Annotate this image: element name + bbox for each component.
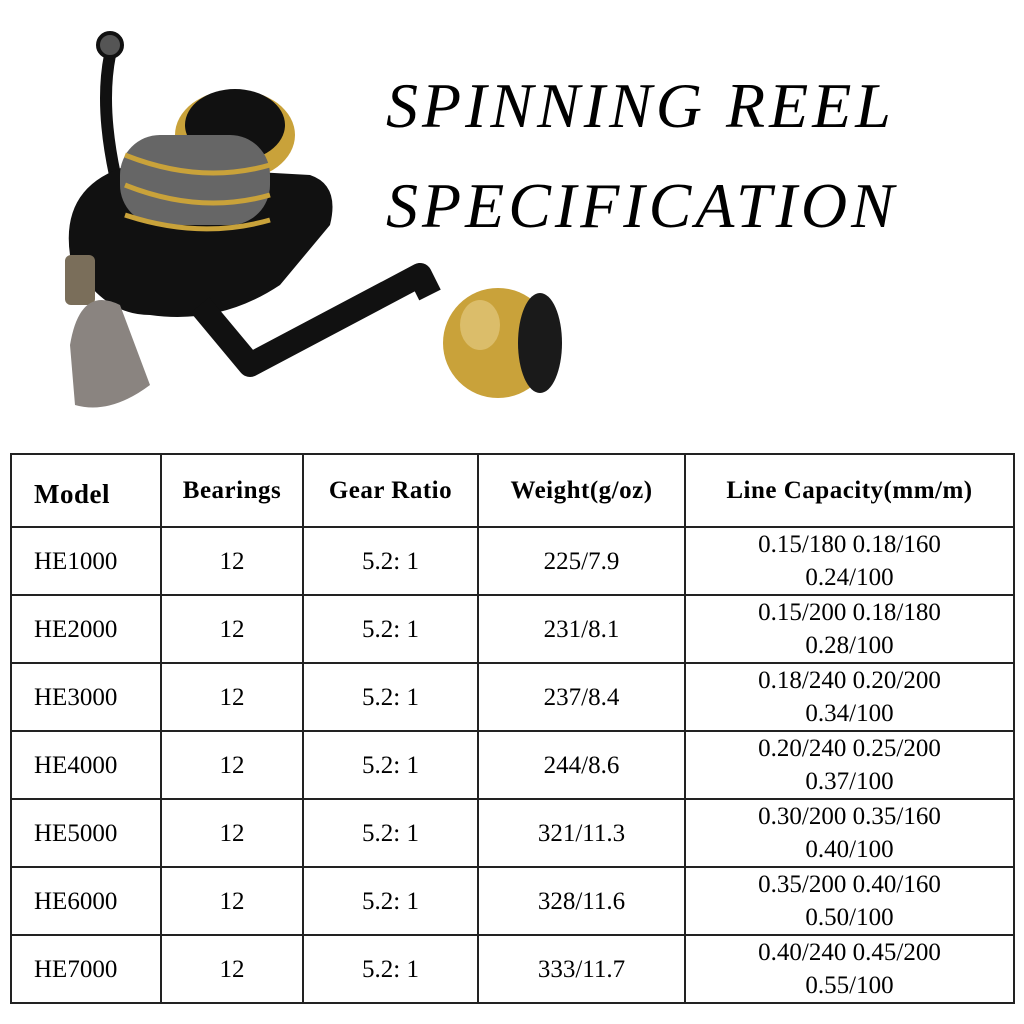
table-header-row: Model Bearings Gear Ratio Weight(g/oz) L… [10,453,1015,528]
cell-model: HE2000 [10,594,162,664]
header-line-capacity: Line Capacity(mm/m) [684,453,1015,528]
cell-bearings: 12 [160,662,304,732]
title-line-1: SPINNING REEL [386,70,895,141]
cell-line-capacity: 0.18/240 0.20/200 0.34/100 [684,662,1015,732]
cell-line-capacity: 0.40/240 0.45/200 0.55/100 [684,934,1015,1004]
cell-gear-ratio: 5.2: 1 [302,526,479,596]
cell-line-capacity: 0.20/240 0.25/200 0.37/100 [684,730,1015,800]
cell-weight: 328/11.6 [477,866,686,936]
line-capacity-value: 0.15/200 0.18/180 [758,599,941,626]
table-row: HE4000 12 5.2: 1 244/8.6 0.20/240 0.25/200 0.… [10,730,1015,800]
cell-gear-ratio: 5.2: 1 [302,798,479,868]
header-bearings: Bearings [160,453,304,528]
table-row: HE6000 12 5.2: 1 328/11.6 0.35/200 0.40/160 0… [10,866,1015,936]
cell-model: HE6000 [10,866,162,936]
header-model: Model [10,453,162,528]
cell-model: HE7000 [10,934,162,1004]
table-row: HE3000 12 5.2: 1 237/8.4 0.18/240 0.20/200 0.… [10,662,1015,732]
cell-gear-ratio: 5.2: 1 [302,934,479,1004]
cell-model: HE3000 [10,662,162,732]
line-capacity-value: 0.40/100 [805,836,894,863]
line-capacity-value: 0.28/100 [805,632,894,659]
table-row: HE2000 12 5.2: 1 231/8.1 0.15/200 0.18/180 0.… [10,594,1015,664]
cell-gear-ratio: 5.2: 1 [302,866,479,936]
spinning-reel-photo [65,31,562,408]
table-row: HE7000 12 5.2: 1 333/11.7 0.40/240 0.45/200 0… [10,934,1015,1004]
line-capacity-value: 0.18/240 0.20/200 [758,667,941,694]
line-capacity-value: 0.30/200 0.35/160 [758,803,941,830]
cell-gear-ratio: 5.2: 1 [302,730,479,800]
header-weight: Weight(g/oz) [477,453,686,528]
cell-bearings: 12 [160,526,304,596]
cell-bearings: 12 [160,934,304,1004]
cell-weight: 225/7.9 [477,526,686,596]
line-capacity-value: 0.55/100 [805,972,894,999]
line-capacity-value: 0.50/100 [805,904,894,931]
line-capacity-value: 0.40/240 0.45/200 [758,939,941,966]
header-gear-ratio: Gear Ratio [302,453,479,528]
cell-weight: 333/11.7 [477,934,686,1004]
line-capacity-value: 0.24/100 [805,564,894,591]
cell-line-capacity: 0.35/200 0.40/160 0.50/100 [684,866,1015,936]
cell-weight: 231/8.1 [477,594,686,664]
line-capacity-value: 0.37/100 [805,768,894,795]
cell-bearings: 12 [160,594,304,664]
title-line-2: SPECIFICATION [386,170,898,241]
line-capacity-value: 0.20/240 0.25/200 [758,735,941,762]
cell-line-capacity: 0.30/200 0.35/160 0.40/100 [684,798,1015,868]
cell-weight: 244/8.6 [477,730,686,800]
spec-table: Model Bearings Gear Ratio Weight(g/oz) L… [10,453,1015,1004]
line-capacity-value: 0.34/100 [805,700,894,727]
cell-bearings: 12 [160,798,304,868]
table-row: HE5000 12 5.2: 1 321/11.3 0.30/200 0.35/160 0… [10,798,1015,868]
cell-bearings: 12 [160,730,304,800]
line-capacity-value: 0.35/200 0.40/160 [758,871,941,898]
page-title: SPINNING REEL SPECIFICATION [386,56,986,256]
cell-model: HE1000 [10,526,162,596]
cell-bearings: 12 [160,866,304,936]
line-capacity-value: 0.15/180 0.18/160 [758,531,941,558]
cell-gear-ratio: 5.2: 1 [302,594,479,664]
cell-model: HE4000 [10,730,162,800]
cell-gear-ratio: 5.2: 1 [302,662,479,732]
cell-model: HE5000 [10,798,162,868]
cell-weight: 321/11.3 [477,798,686,868]
cell-weight: 237/8.4 [477,662,686,732]
table-row: HE1000 12 5.2: 1 225/7.9 0.15/180 0.18/160 0.… [10,526,1015,596]
cell-line-capacity: 0.15/180 0.18/160 0.24/100 [684,526,1015,596]
cell-line-capacity: 0.15/200 0.18/180 0.28/100 [684,594,1015,664]
